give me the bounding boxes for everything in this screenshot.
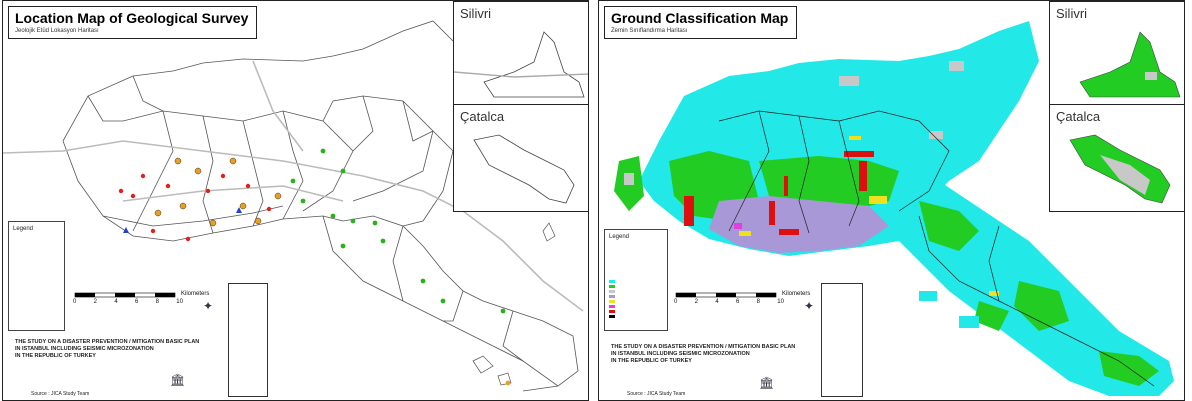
study-line: THE STUDY ON A DISASTER PREVENTION / MIT… [611,344,796,350]
right-inset-catalca: Çatalca [1049,104,1184,212]
study-line: IN THE REPUBLIC OF TURKEY [611,358,692,364]
scale-tick: 10 [176,299,183,305]
scale-tick: 2 [694,299,698,305]
right-legend-swatches [609,280,615,318]
left-title-box: Location Map of Geological Survey Jeoloj… [8,6,258,39]
scale-tick: 8 [756,299,760,305]
right-legend: Legend [604,229,668,331]
study-line: THE STUDY ON A DISASTER PREVENTION / MIT… [15,339,200,345]
right-map-title: Ground Classification Map [611,10,789,26]
highways [3,60,584,312]
catalca-outline [473,134,575,204]
right-district-index-table [821,283,863,397]
class-magenta-area [734,223,742,229]
left-legend: Legend [8,221,65,331]
left-map-title: Location Map of Geological Survey [15,10,249,26]
scale-tick: 0 [73,299,77,305]
left-scale-bar: Kilometers 0 2 4 6 8 10 [73,291,223,309]
study-line: IN ISTANBUL INCLUDING SEISMIC MICROZONAT… [15,346,154,352]
catalca-classification [1069,134,1171,204]
right-inset-silivri-label: Silivri [1056,6,1088,21]
study-line: IN ISTANBUL INCLUDING SEISMIC MICROZONAT… [611,351,750,357]
class-red-areas [684,151,874,235]
right-district-boundaries [718,110,1155,387]
scale-tick: 8 [155,299,159,305]
scale-tick: 10 [777,299,784,305]
right-source: Source : JICA Study Team [627,391,686,397]
right-scale-label: Kilometers [782,291,811,297]
right-map-canvas [614,21,1174,396]
district-boundaries [62,20,579,392]
left-map-subtitle: Jeolojik Etüd Lokasyon Haritası [15,28,99,34]
right-study-text: THE STUDY ON A DISASTER PREVENTION / MIT… [611,344,795,365]
left-study-text: THE STUDY ON A DISASTER PREVENTION / MIT… [15,339,199,360]
silivri-outline [454,31,588,98]
north-arrow-icon: ✦ [804,299,815,313]
scale-tick: 4 [715,299,719,305]
istanbul-seal-icon: 🏛 [759,376,775,390]
survey-points [118,148,511,386]
scale-tick: 6 [735,299,740,305]
north-arrow-icon: ✦ [203,299,214,313]
left-scale-graphic [74,292,176,298]
class-yellow-areas [739,136,999,296]
right-inset-catalca-label: Çatalca [1056,109,1101,124]
right-islands [919,291,1105,386]
right-inset-silivri: Silivri [1049,1,1184,106]
right-title-box: Ground Classification Map Zemin Sınıflan… [604,6,798,39]
islands [472,222,556,386]
right-map-subtitle: Zemin Sınıflandırma Haritası [611,28,688,34]
left-inset-catalca-label: Çatalca [460,109,505,124]
study-line: IN THE REPUBLIC OF TURKEY [15,353,96,359]
right-scale-bar: Kilometers 0 2 4 6 8 10 [674,291,824,309]
scale-tick: 0 [674,299,678,305]
left-legend-title: Legend [13,226,34,232]
left-inset-silivri: Silivri [453,1,588,106]
right-legend-title: Legend [609,234,630,240]
scale-tick: 2 [93,299,97,305]
scale-tick: 4 [114,299,118,305]
left-district-index-table [228,283,268,397]
left-map-canvas [3,20,584,392]
geological-survey-location-map: Location Map of Geological Survey Jeoloj… [2,0,589,401]
scale-tick: 6 [134,299,139,305]
class-lavender-area [709,196,889,253]
left-inset-silivri-label: Silivri [460,6,492,21]
left-source: Source : JICA Study Team [31,391,90,397]
class-gray-areas [624,61,964,185]
left-inset-catalca: Çatalca [453,104,588,212]
ground-classification-map: Ground Classification Map Zemin Sınıflan… [598,0,1185,401]
left-scale-label: Kilometers [181,291,210,297]
right-scale-graphic [675,292,777,298]
silivri-classification [1079,31,1181,98]
istanbul-seal-icon: 🏛 [170,373,186,387]
